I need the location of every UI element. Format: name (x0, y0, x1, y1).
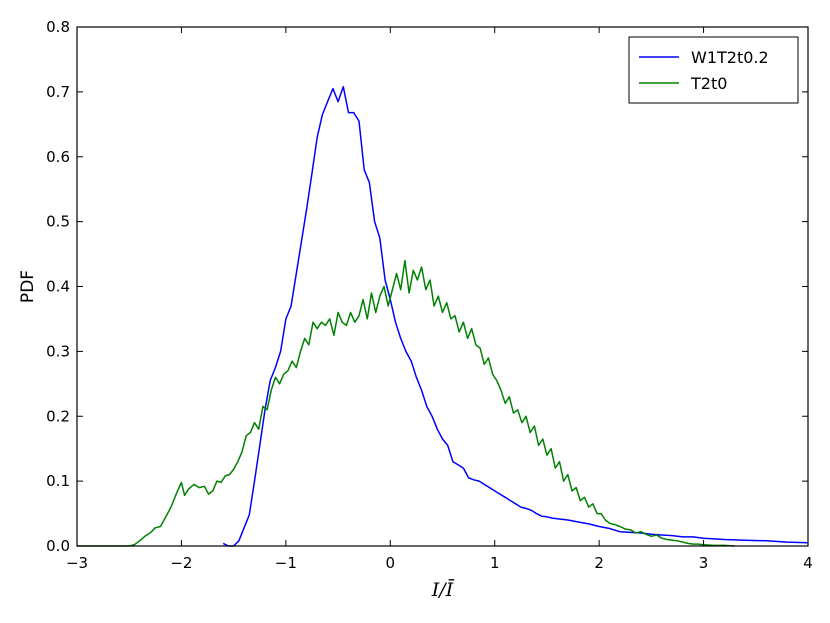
legend-label-series-1: T2t0 (690, 74, 727, 93)
x-tick-label: 3 (699, 554, 709, 572)
y-tick-label: 0.8 (46, 18, 70, 36)
x-tick-label: −2 (170, 554, 192, 572)
y-tick-label: 0.3 (46, 342, 70, 360)
y-tick-label: 0.1 (46, 472, 70, 490)
x-tick-label: 4 (803, 554, 813, 572)
legend: W1T2t0.2 T2t0 (628, 36, 799, 104)
y-tick-label: 0.4 (46, 278, 70, 296)
y-tick-label: 0.7 (46, 83, 70, 101)
x-axis-label: I/Ī (431, 578, 455, 601)
x-tick-label: 2 (594, 554, 604, 572)
x-tick-label: 0 (386, 554, 396, 572)
plot-frame (76, 26, 809, 547)
series-line-0 (222, 85, 809, 547)
legend-box (628, 36, 799, 104)
x-tick-label: −1 (275, 554, 297, 572)
series-line-1 (77, 259, 735, 547)
y-tick-label: 0.6 (46, 148, 70, 166)
y-tick-label: 0.5 (46, 213, 70, 231)
x-tick-label: −3 (66, 554, 88, 572)
x-tick-label: 1 (490, 554, 500, 572)
y-axis-label: PDF (18, 270, 38, 303)
y-tick-label: 0.2 (46, 407, 70, 425)
legend-label-series-0: W1T2t0.2 (691, 48, 769, 67)
y-tick-label: 0.0 (46, 537, 70, 555)
